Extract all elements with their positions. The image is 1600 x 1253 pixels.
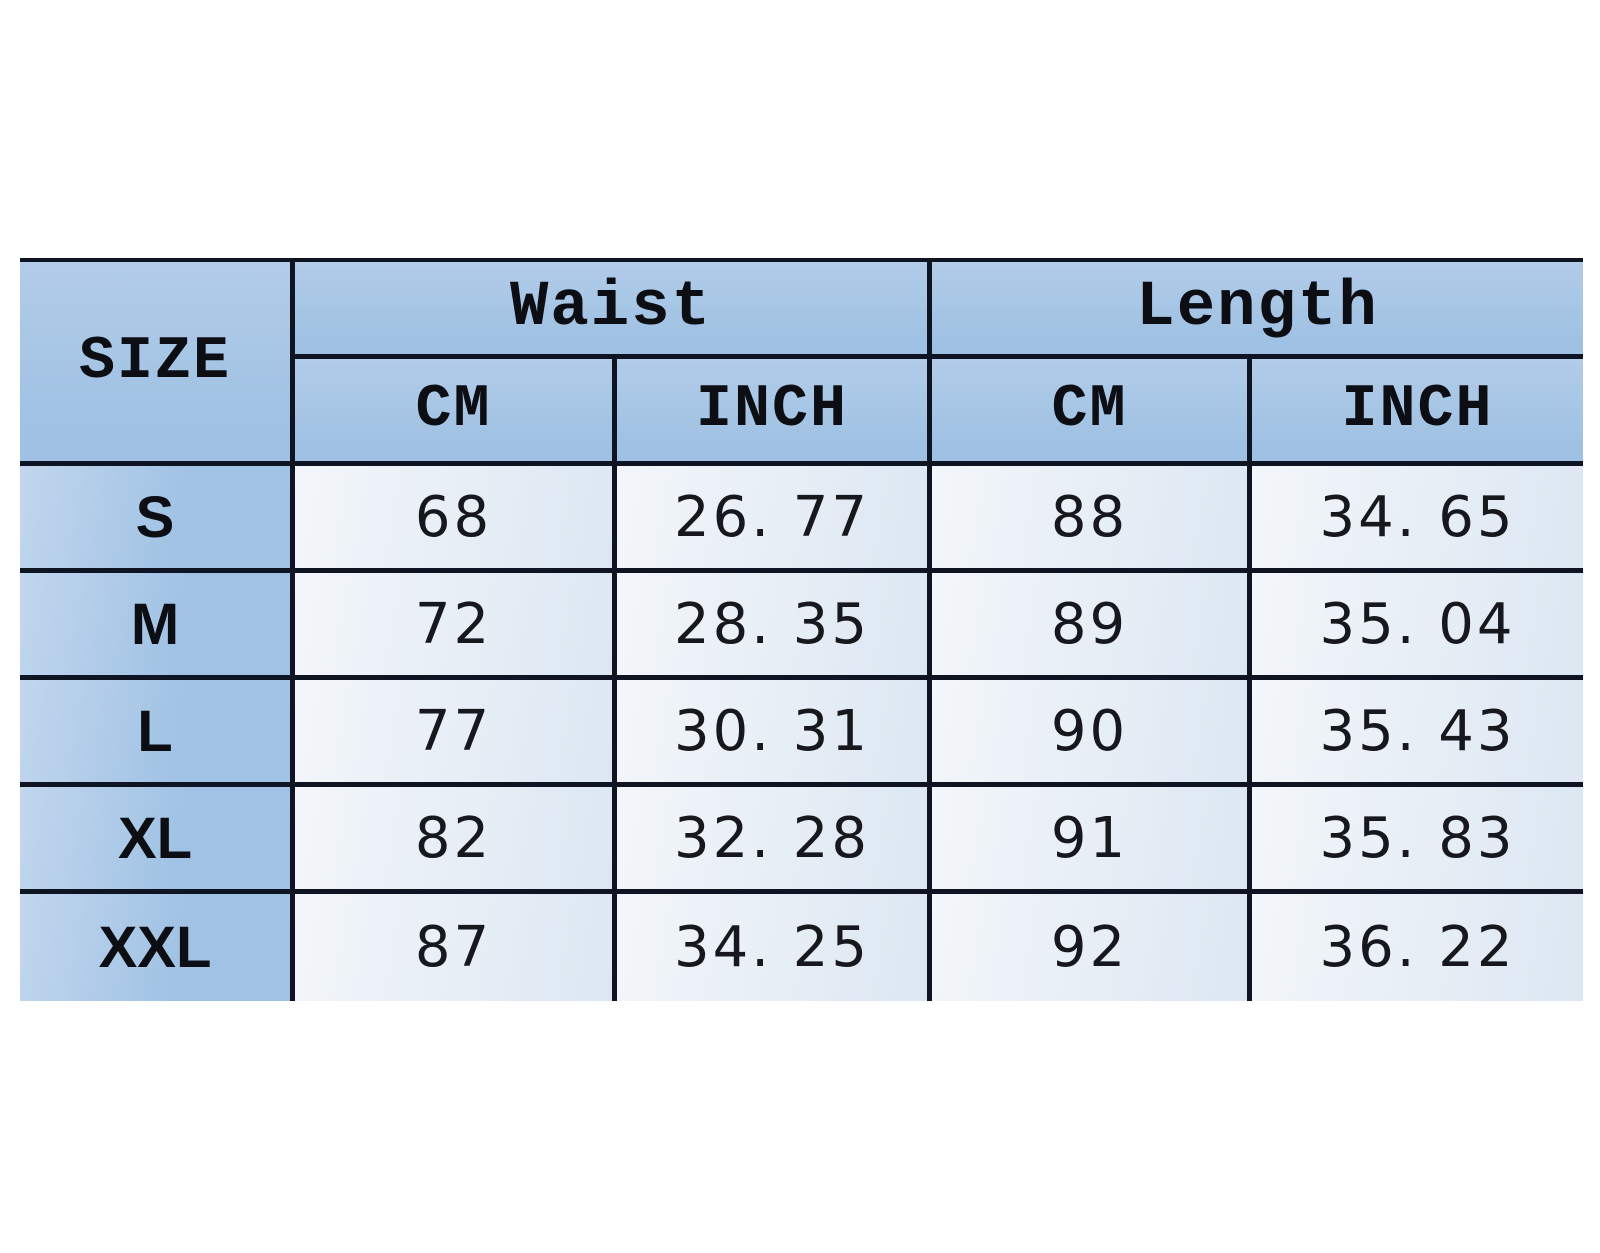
waist-inch-xxl: 34. 25: [617, 894, 932, 1001]
header-waist: Waist: [295, 262, 932, 359]
length-cm-l: 90: [932, 680, 1252, 787]
size-label-m: M: [20, 573, 295, 680]
size-chart-table: SIZE Waist Length CM INCH CM INCH S 68 2…: [20, 258, 1583, 1004]
waist-cm-l: 77: [295, 680, 617, 787]
header-length-cm: CM: [932, 359, 1252, 466]
length-cm-m: 89: [932, 573, 1252, 680]
waist-inch-l: 30. 31: [617, 680, 932, 787]
length-cm-xxl: 92: [932, 894, 1252, 1001]
waist-cm-xl: 82: [295, 787, 617, 894]
length-inch-xl: 35. 83: [1252, 787, 1583, 894]
length-inch-m: 35. 04: [1252, 573, 1583, 680]
header-size: SIZE: [20, 262, 295, 466]
header-waist-cm: CM: [295, 359, 617, 466]
header-length-inch: INCH: [1252, 359, 1583, 466]
length-inch-s: 34. 65: [1252, 466, 1583, 573]
size-label-s: S: [20, 466, 295, 573]
size-label-xl: XL: [20, 787, 295, 894]
size-label-l: L: [20, 680, 295, 787]
length-inch-xxl: 36. 22: [1252, 894, 1583, 1001]
length-cm-s: 88: [932, 466, 1252, 573]
length-cm-xl: 91: [932, 787, 1252, 894]
waist-inch-m: 28. 35: [617, 573, 932, 680]
waist-cm-m: 72: [295, 573, 617, 680]
waist-inch-xl: 32. 28: [617, 787, 932, 894]
size-label-xxl: XXL: [20, 894, 295, 1001]
header-waist-inch: INCH: [617, 359, 932, 466]
header-length: Length: [932, 262, 1583, 359]
waist-cm-s: 68: [295, 466, 617, 573]
waist-cm-xxl: 87: [295, 894, 617, 1001]
length-inch-l: 35. 43: [1252, 680, 1583, 787]
waist-inch-s: 26. 77: [617, 466, 932, 573]
